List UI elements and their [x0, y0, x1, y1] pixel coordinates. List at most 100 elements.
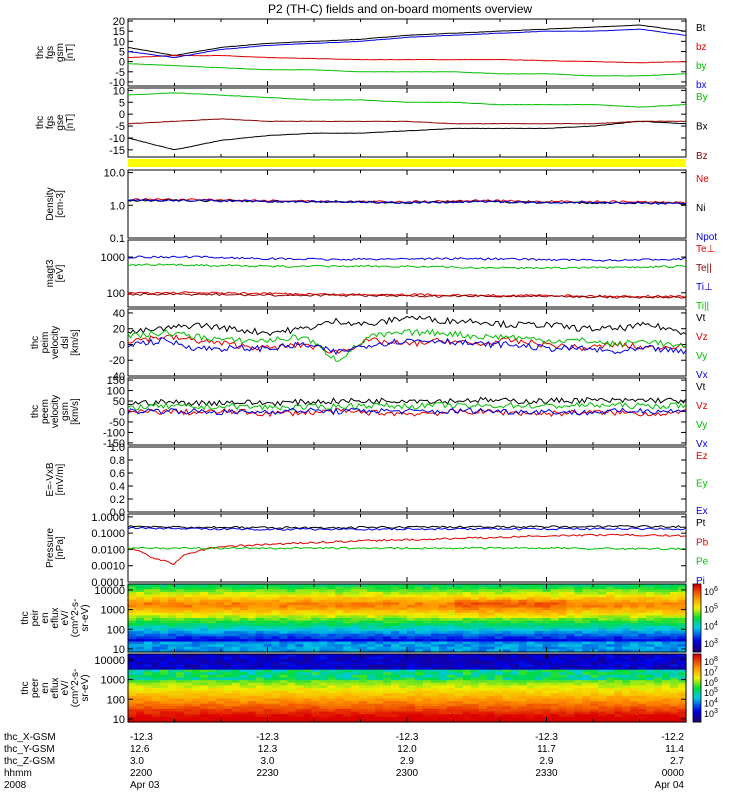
heatmap-cell [327, 711, 336, 715]
heatmap-cell [159, 688, 169, 692]
heatmap-cell [502, 591, 512, 596]
series-line-vx [127, 407, 687, 416]
heatmap-cell [510, 661, 520, 666]
heatmap-cell [335, 625, 344, 630]
heatmap-cell [654, 669, 663, 673]
heatmap-cell [526, 636, 536, 640]
heatmap-cell [542, 636, 552, 640]
heatmap-cell [375, 631, 384, 635]
heatmap-cell [606, 680, 615, 684]
heatmap-cell [670, 688, 679, 692]
heatmap-cell [478, 669, 488, 673]
heatmap-cell [574, 693, 583, 697]
heatmap-cell [598, 680, 607, 684]
heatmap-cell [582, 701, 591, 705]
heatmap-cell [614, 677, 623, 681]
heatmap-cell [247, 633, 257, 637]
heatmap-cell [279, 690, 289, 694]
heatmap-cell [151, 693, 161, 697]
heatmap-cell [375, 620, 384, 624]
heatmap-cell [486, 659, 496, 663]
heatmap-cell [143, 599, 153, 603]
heatmap-cell [159, 714, 169, 718]
heatmap-cell [239, 672, 249, 676]
heatmap-cell [606, 628, 615, 632]
heatmap-cell [207, 620, 217, 624]
heatmap-cell [646, 649, 655, 653]
heatmap-cell [279, 667, 289, 671]
y-tick-label: 0.0 [110, 507, 125, 519]
heatmap-cell [311, 612, 320, 616]
heatmap-cell [646, 706, 655, 710]
heatmap-cell [343, 628, 352, 632]
heatmap-cell [399, 674, 408, 679]
heatmap-cell [430, 625, 440, 630]
heatmap-cell [287, 701, 296, 705]
y-tick-label: 10 [113, 85, 125, 97]
heatmap-cell [207, 677, 217, 681]
heatmap-cell [295, 631, 304, 635]
heatmap-cell [159, 661, 169, 666]
y-tick-label: 10000 [94, 585, 125, 597]
heatmap-cell [223, 693, 233, 697]
heatmap-cell [159, 659, 169, 663]
heatmap-cell [399, 672, 408, 676]
heatmap-cell [391, 615, 400, 619]
heatmap-cell [558, 607, 568, 611]
heatmap-cell [311, 604, 320, 609]
heatmap-cell [167, 716, 177, 720]
heatmap-cell [143, 667, 153, 671]
heatmap-cell [678, 672, 687, 676]
heatmap-cell [598, 641, 607, 645]
heatmap-cell [159, 607, 169, 611]
heatmap-cell [446, 669, 456, 673]
heatmap-cell [223, 612, 233, 616]
heatmap-cell [383, 656, 392, 660]
heatmap-cell [670, 594, 679, 598]
heatmap-cell [582, 633, 591, 637]
y-tick-label: -10 [109, 77, 125, 89]
heatmap-cell [247, 695, 257, 700]
heatmap-cell [606, 620, 615, 624]
heatmap-cell [454, 612, 464, 616]
heatmap-cell [255, 591, 265, 596]
heatmap-cell [223, 708, 233, 713]
heatmap-cell [271, 669, 281, 673]
heatmap-cell [167, 636, 177, 640]
heatmap-cell [566, 669, 575, 673]
heatmap-cell [263, 698, 273, 702]
heatmap-cell [351, 714, 360, 718]
heatmap-cell [231, 597, 241, 601]
heatmap-cell [335, 599, 344, 603]
heatmap-cell [510, 636, 520, 640]
heatmap-cell [167, 661, 177, 666]
heatmap-cell [271, 591, 281, 596]
heatmap-cell [207, 584, 217, 588]
heatmap-cell [526, 633, 536, 637]
heatmap-cell [383, 711, 392, 715]
heatmap-cell [478, 638, 488, 643]
heatmap-cell [462, 636, 472, 640]
heatmap-cell [510, 698, 520, 702]
heatmap-cell [327, 610, 336, 614]
heatmap-cell [128, 646, 137, 650]
colorbar-tick-label: 103 [704, 638, 718, 649]
heatmap-cell [351, 597, 360, 601]
heatmap-cell [407, 620, 416, 624]
heatmap-cell [375, 625, 384, 630]
heatmap-cell [622, 708, 631, 713]
heatmap-cell [542, 711, 552, 715]
heatmap-cell [159, 716, 169, 720]
heatmap-cell [215, 674, 225, 679]
y-tick-label: 10 [113, 714, 125, 726]
heatmap-cell [239, 656, 249, 660]
heatmap-cell [494, 680, 504, 684]
heatmap-cell [239, 586, 249, 590]
series-line-bz [128, 54, 687, 64]
heatmap-cell [143, 701, 153, 705]
heatmap-cell [478, 682, 488, 686]
x-tick-label: 11.7 [537, 744, 556, 755]
heatmap-cell [239, 633, 249, 637]
heatmap-cell [263, 677, 273, 681]
heatmap-cell [175, 698, 185, 702]
